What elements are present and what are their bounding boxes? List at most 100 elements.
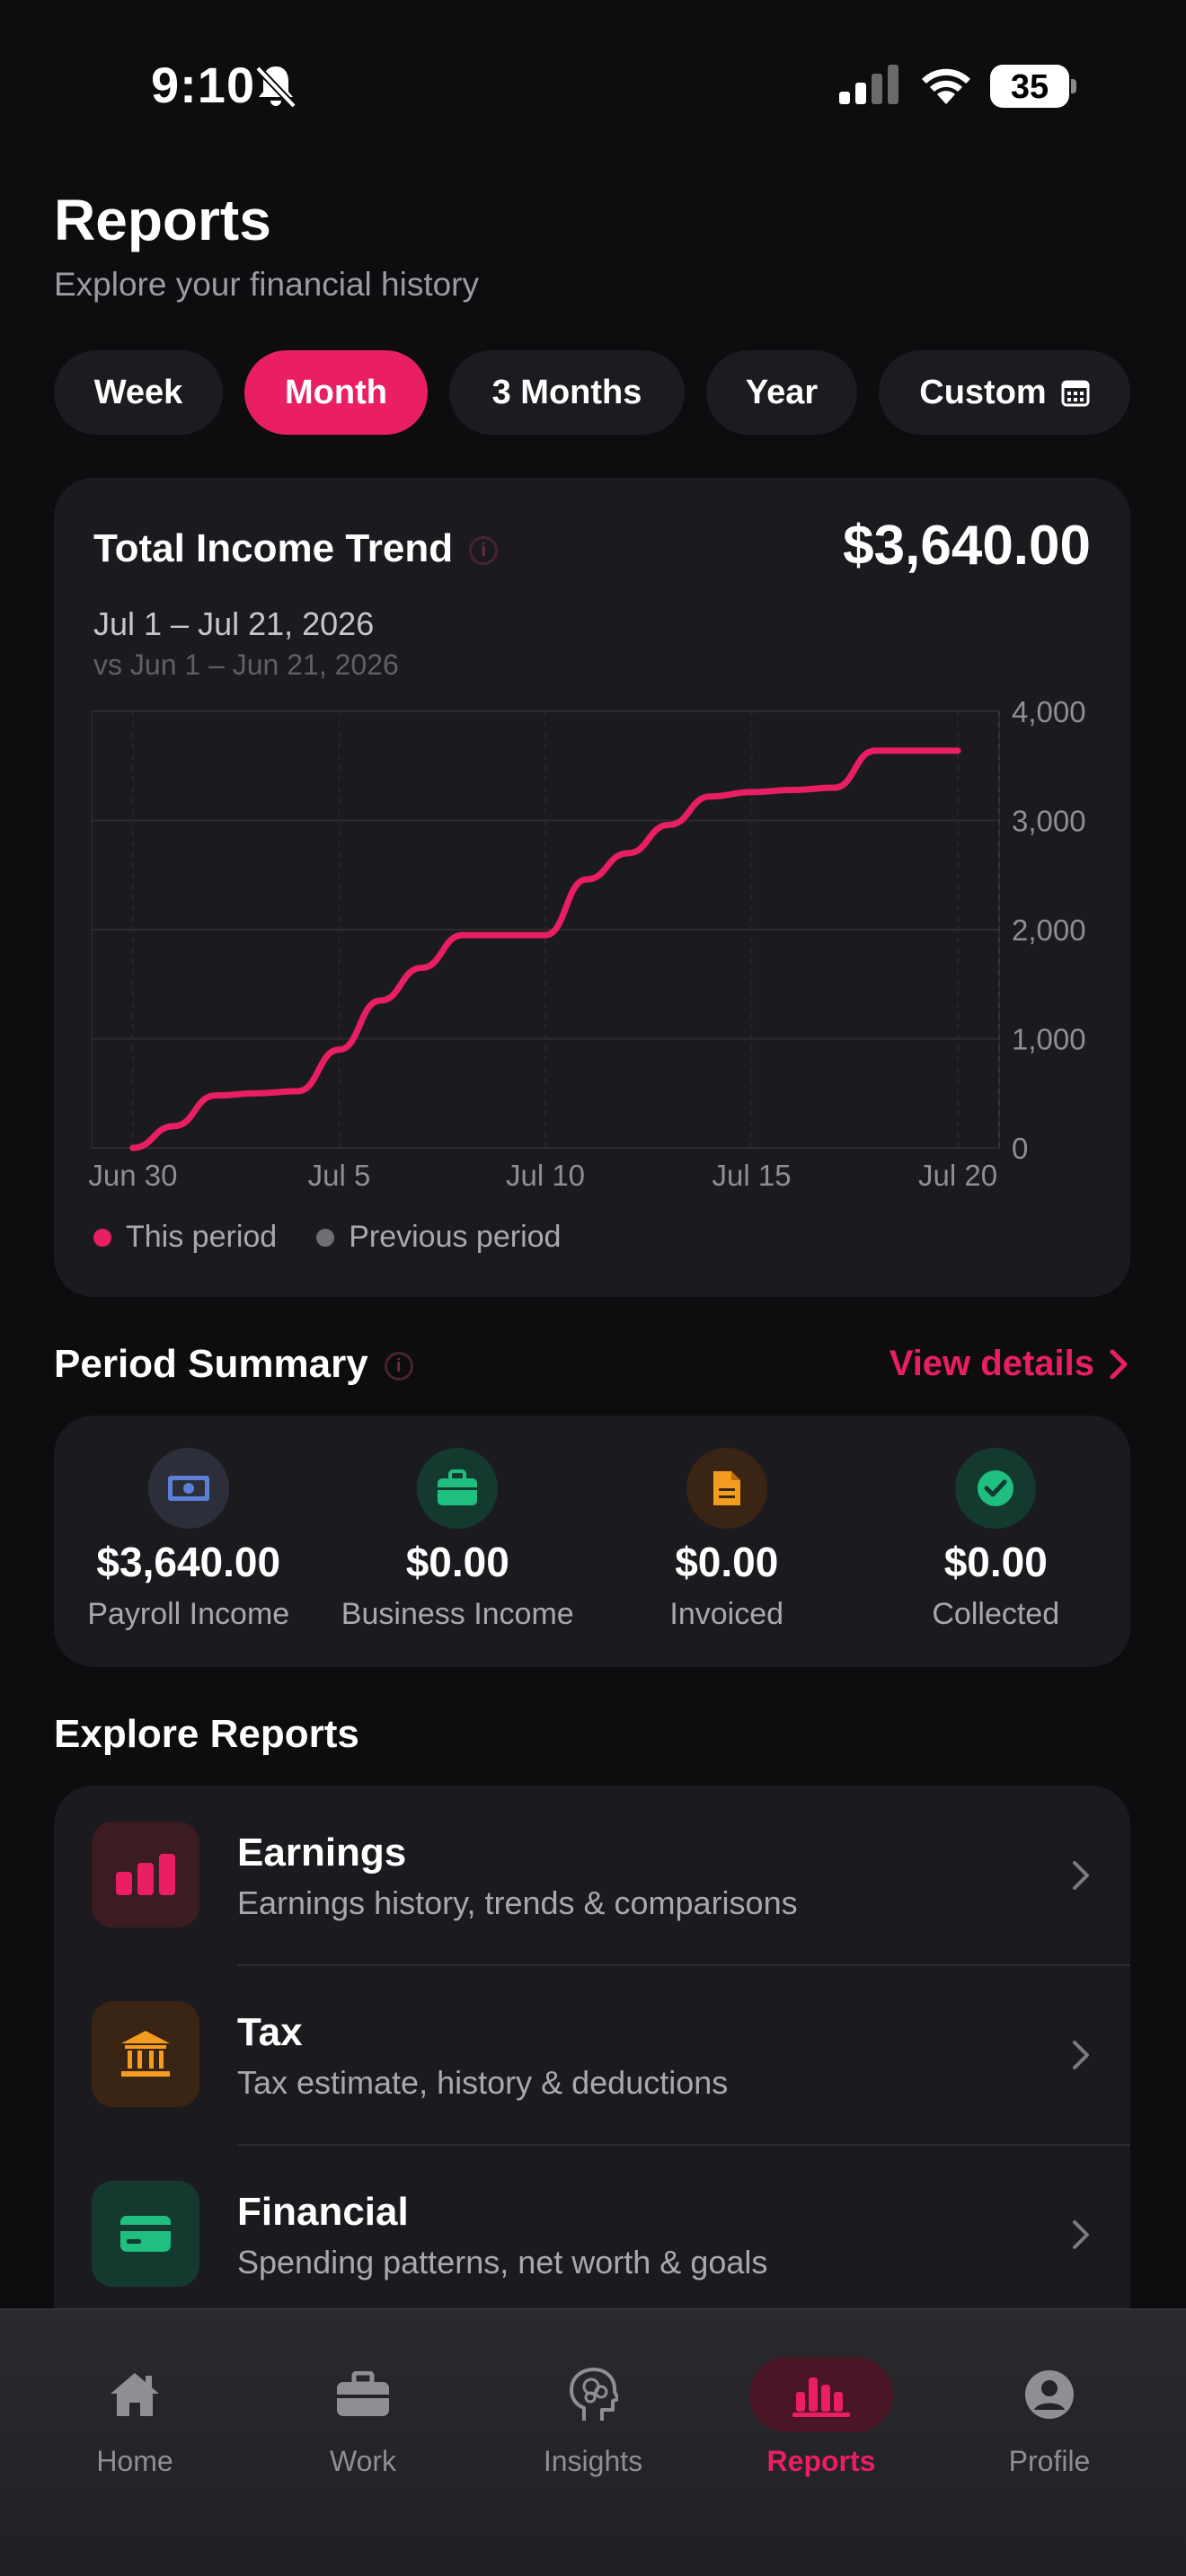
summary-value: $3,640.00	[96, 1539, 281, 1585]
chart-title-text: Total Income Trend	[93, 526, 454, 570]
summary-collected[interactable]: $0.00 Collected	[862, 1416, 1131, 1667]
period-summary-card: $3,640.00 Payroll Income $0.00 Business …	[54, 1416, 1130, 1667]
explore-reports-title: Explore Reports	[54, 1712, 359, 1756]
tab-label: Insights	[543, 2445, 643, 2477]
summary-invoiced[interactable]: $0.00 Invoiced	[592, 1416, 862, 1667]
chart-x-tick-label: Jul 10	[506, 1159, 585, 1192]
report-subtitle: Earnings history, trends & comparisons	[237, 1884, 798, 1921]
person-icon	[978, 2357, 1121, 2432]
brain-icon	[521, 2357, 665, 2432]
view-details-label: View details	[889, 1344, 1094, 1383]
info-icon[interactable]: i	[384, 1352, 413, 1381]
bank-icon	[92, 2001, 199, 2107]
chevron-right-icon	[1073, 2220, 1089, 2249]
divider	[237, 2144, 1130, 2146]
legend-previous-period-label: Previous period	[349, 1220, 562, 1254]
tab-label: Reports	[766, 2445, 876, 2477]
summary-label: Invoiced	[669, 1597, 784, 1631]
page-subtitle: Explore your financial history	[54, 266, 479, 303]
check-circle-icon	[955, 1448, 1037, 1529]
bell-muted-icon	[255, 66, 296, 109]
chart-x-tick-label: Jun 30	[88, 1159, 177, 1192]
tab-work[interactable]: Work	[244, 2310, 482, 2490]
income-trend-card: Total Income Trend i $3,640.00 Jul 1 – Ju…	[54, 478, 1130, 1297]
chart-total: $3,640.00	[843, 515, 1091, 577]
cell-signal-icon	[839, 65, 898, 104]
period-summary-title-text: Period Summary	[54, 1342, 368, 1386]
tab-profile[interactable]: Profile	[931, 2310, 1168, 2490]
summary-label: Business Income	[341, 1597, 574, 1631]
report-earnings[interactable]: Earnings Earnings history, trends & comp…	[54, 1786, 1130, 1964]
status-bar: 9:10 35	[0, 0, 1186, 171]
tab-label: Profile	[1008, 2445, 1091, 2477]
chart-y-tick-label: 0	[1012, 1132, 1028, 1165]
summary-label: Payroll Income	[87, 1597, 290, 1631]
filter-year[interactable]: Year	[706, 350, 857, 435]
report-financial[interactable]: Financial Spending patterns, net worth &…	[54, 2145, 1130, 2324]
tab-reports[interactable]: Reports	[703, 2310, 940, 2490]
period-filter: Week Month 3 Months Year Custom	[54, 350, 1130, 435]
report-subtitle: Spending patterns, net worth & goals	[237, 2244, 768, 2280]
report-title: Financial	[237, 2190, 409, 2234]
briefcase-icon	[417, 1448, 499, 1529]
report-title: Earnings	[237, 1831, 407, 1875]
summary-value: $0.00	[405, 1539, 509, 1585]
calendar-icon	[1061, 380, 1090, 407]
view-details-link[interactable]: View details	[890, 1344, 1132, 1384]
bar-chart-icon	[92, 1822, 199, 1928]
chart-x-tick-label: Jul 5	[308, 1159, 371, 1192]
chart-y-tick-label: 3,000	[1012, 805, 1086, 838]
document-icon	[686, 1448, 767, 1529]
chart-y-tick-label: 4,000	[1012, 695, 1086, 728]
filter-week[interactable]: Week	[54, 350, 223, 435]
filter-month[interactable]: Month	[244, 350, 428, 435]
home-icon	[63, 2357, 207, 2432]
battery-icon: 35	[990, 65, 1076, 108]
chart-series-line	[129, 747, 961, 1151]
filter-custom-label: Custom	[919, 373, 1047, 411]
filter-3-months[interactable]: 3 Months	[449, 350, 685, 435]
filter-month-label: Month	[285, 373, 387, 411]
chart-x-tick-label: Jul 20	[918, 1159, 997, 1192]
report-tax[interactable]: Tax Tax estimate, history & deductions	[54, 1965, 1130, 2144]
tab-insights[interactable]: Insights	[474, 2310, 712, 2490]
report-title: Tax	[237, 2010, 303, 2054]
chart-compare-range: vs Jun 1 – Jun 21, 2026	[93, 648, 399, 681]
chart-y-tick-label: 2,000	[1012, 913, 1086, 947]
chart-legend: This period Previous period	[93, 1220, 600, 1255]
summary-label: Collected	[932, 1597, 1060, 1631]
credit-card-icon	[92, 2181, 199, 2287]
chart-x-tick-label: Jul 15	[712, 1159, 792, 1192]
chevron-right-icon	[1110, 1349, 1128, 1379]
explore-reports-list: Earnings Earnings history, trends & comp…	[54, 1786, 1130, 2360]
bar-chart-icon	[749, 2357, 893, 2432]
legend-dot-pink	[93, 1228, 111, 1247]
legend-previous-period[interactable]: Previous period	[316, 1220, 561, 1255]
filter-custom[interactable]: Custom	[879, 350, 1130, 435]
income-line-chart[interactable]: 0 1,000 2,000 3,000 4,000 Jun 30 Jul 5 Jul 10 Ju…	[54, 478, 1130, 1297]
tab-bar: Home Work Insights Reports Profile	[0, 2308, 1186, 2576]
legend-this-period-label: This period	[126, 1220, 278, 1254]
briefcase-icon	[291, 2357, 435, 2432]
tab-label: Home	[96, 2445, 173, 2477]
info-icon[interactable]: i	[469, 536, 499, 566]
legend-dot-gray	[316, 1228, 335, 1247]
chart-y-tick-label: 1,000	[1012, 1023, 1086, 1056]
filter-3-months-label: 3 Months	[491, 373, 642, 411]
wifi-icon	[922, 68, 970, 104]
chevron-right-icon	[1073, 1861, 1089, 1890]
page-title: Reports	[54, 188, 271, 252]
banknote-icon	[147, 1448, 229, 1529]
period-summary-title: Period Summary i	[54, 1342, 413, 1387]
chart-title: Total Income Trend i	[93, 526, 499, 571]
legend-this-period[interactable]: This period	[93, 1220, 277, 1255]
battery-percent: 35	[1010, 68, 1049, 106]
divider	[237, 1964, 1130, 1966]
tab-home[interactable]: Home	[16, 2310, 253, 2490]
summary-business-income[interactable]: $0.00 Business Income	[323, 1416, 593, 1667]
summary-payroll-income[interactable]: $3,640.00 Payroll Income	[54, 1416, 323, 1667]
chart-date-range: Jul 1 – Jul 21, 2026	[93, 605, 375, 642]
filter-week-label: Week	[93, 373, 183, 411]
report-subtitle: Tax estimate, history & deductions	[237, 2064, 729, 2101]
chevron-right-icon	[1073, 2041, 1089, 2069]
